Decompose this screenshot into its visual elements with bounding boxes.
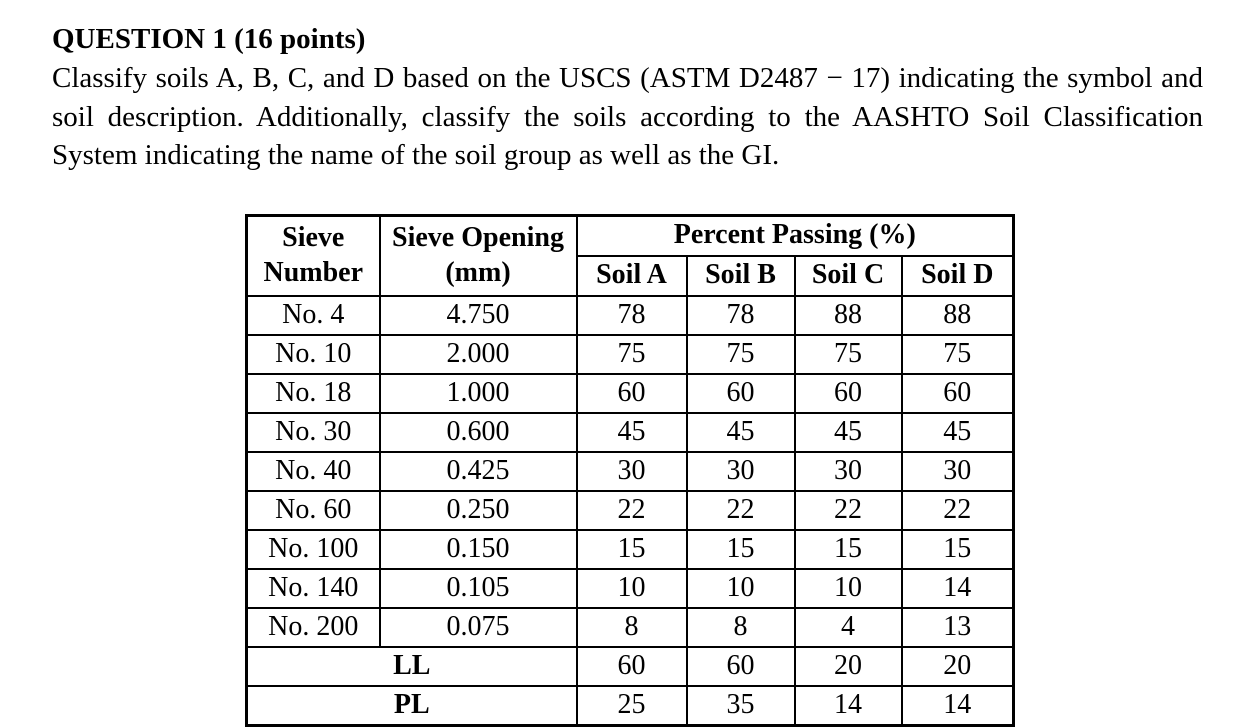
- percent-cell: 30: [685, 450, 796, 492]
- header-soil-a: Soil A: [575, 254, 688, 297]
- table-row: No. 200 0.075 8 8 4 13: [245, 606, 1015, 648]
- header-soil-b: Soil B: [685, 254, 796, 297]
- table-row-liquid-limit: LL 60 60 20 20: [245, 645, 1015, 687]
- plastic-limit-label-cell: PL: [245, 684, 578, 726]
- sieve-opening-cell: 2.000: [378, 333, 578, 375]
- percent-cell: 15: [793, 528, 903, 570]
- sieve-opening-cell: 0.600: [378, 411, 578, 453]
- percent-cell: 15: [900, 528, 1015, 570]
- percent-cell: 22: [575, 489, 688, 531]
- percent-cell: 15: [685, 528, 796, 570]
- percent-cell: 30: [575, 450, 688, 492]
- percent-cell: 45: [900, 411, 1015, 453]
- percent-cell: 60: [575, 645, 688, 687]
- percent-cell: 45: [793, 411, 903, 453]
- table-row: No. 30 0.600 45 45 45 45: [245, 411, 1015, 453]
- percent-cell: 78: [575, 294, 688, 336]
- percent-cell: 60: [685, 372, 796, 414]
- table-row: No. 140 0.105 10 10 10 14: [245, 567, 1015, 609]
- table-subheader-row: Soil A Soil B Soil C Soil D: [247, 254, 1015, 297]
- question-title: QUESTION 1 (16 points): [52, 23, 366, 55]
- percent-cell: 10: [685, 567, 796, 609]
- table-row: No. 4 4.750 78 78 88 88: [245, 294, 1015, 336]
- percent-cell: 88: [900, 294, 1015, 336]
- percent-cell: 75: [685, 333, 796, 375]
- percent-cell: 60: [685, 645, 796, 687]
- percent-cell: 30: [793, 450, 903, 492]
- table-row-plastic-limit: PL 25 35 14 14: [245, 684, 1015, 726]
- percent-cell: 35: [685, 684, 796, 726]
- table-row: No. 40 0.425 30 30 30 30: [245, 450, 1015, 492]
- liquid-limit-label-cell: LL: [245, 645, 578, 687]
- percent-cell: 60: [900, 372, 1015, 414]
- sieve-opening-cell: 0.075: [378, 606, 578, 648]
- table-row: No. 100 0.150 15 15 15 15: [245, 528, 1015, 570]
- sieve-number-cell: No. 18: [245, 372, 381, 414]
- sieve-number-cell: No. 4: [245, 294, 381, 336]
- percent-cell: 88: [793, 294, 903, 336]
- percent-cell: 14: [900, 567, 1015, 609]
- percent-cell: 8: [685, 606, 796, 648]
- percent-cell: 75: [900, 333, 1015, 375]
- percent-cell: 45: [685, 411, 796, 453]
- percent-cell: 14: [900, 684, 1015, 726]
- percent-cell: 75: [575, 333, 688, 375]
- percent-cell: 10: [793, 567, 903, 609]
- percent-cell: 75: [793, 333, 903, 375]
- table-row: No. 18 1.000 60 60 60 60: [245, 372, 1015, 414]
- percent-cell: 8: [575, 606, 688, 648]
- sieve-opening-cell: 4.750: [378, 294, 578, 336]
- percent-cell: 25: [575, 684, 688, 726]
- percent-cell: 15: [575, 528, 688, 570]
- percent-cell: 60: [793, 372, 903, 414]
- sieve-number-cell: No. 200: [245, 606, 381, 648]
- sieve-number-cell: No. 60: [245, 489, 381, 531]
- percent-cell: 20: [793, 645, 903, 687]
- sieve-number-cell: No. 40: [245, 450, 381, 492]
- table-row: No. 60 0.250 22 22 22 22: [245, 489, 1015, 531]
- header-sieve-opening: Sieve Opening (mm): [378, 214, 578, 297]
- header-percent-passing: Percent Passing (%): [575, 214, 1015, 257]
- question-text: Classify soils A, B, C, and D based on t…: [52, 62, 1203, 171]
- sieve-opening-cell: 1.000: [378, 372, 578, 414]
- sieve-analysis-table: Sieve Number Sieve Opening (mm) Percent …: [245, 213, 1016, 727]
- header-soil-d: Soil D: [900, 254, 1015, 297]
- percent-cell: 13: [900, 606, 1015, 648]
- table-row: No. 10 2.000 75 75 75 75: [245, 333, 1015, 375]
- sieve-opening-cell: 0.105: [378, 567, 578, 609]
- percent-cell: 4: [793, 606, 903, 648]
- sieve-number-cell: No. 140: [245, 567, 381, 609]
- sieve-number-cell: No. 10: [245, 333, 381, 375]
- sieve-number-cell: No. 100: [245, 528, 381, 570]
- percent-cell: 45: [575, 411, 688, 453]
- sieve-opening-cell: 0.425: [378, 450, 578, 492]
- sieve-number-cell: No. 30: [245, 411, 381, 453]
- table-header-row: Sieve Number Sieve Opening (mm) Percent …: [245, 214, 1015, 297]
- header-soil-c: Soil C: [793, 254, 903, 297]
- percent-cell: 30: [900, 450, 1015, 492]
- percent-cell: 78: [685, 294, 796, 336]
- percent-cell: 60: [575, 372, 688, 414]
- percent-cell: 20: [900, 645, 1015, 687]
- sieve-opening-cell: 0.250: [378, 489, 578, 531]
- percent-cell: 22: [685, 489, 796, 531]
- percent-cell: 22: [900, 489, 1015, 531]
- percent-cell: 22: [793, 489, 903, 531]
- percent-cell: 14: [793, 684, 903, 726]
- header-sieve-number: Sieve Number: [245, 214, 381, 297]
- sieve-opening-cell: 0.150: [378, 528, 578, 570]
- percent-cell: 10: [575, 567, 688, 609]
